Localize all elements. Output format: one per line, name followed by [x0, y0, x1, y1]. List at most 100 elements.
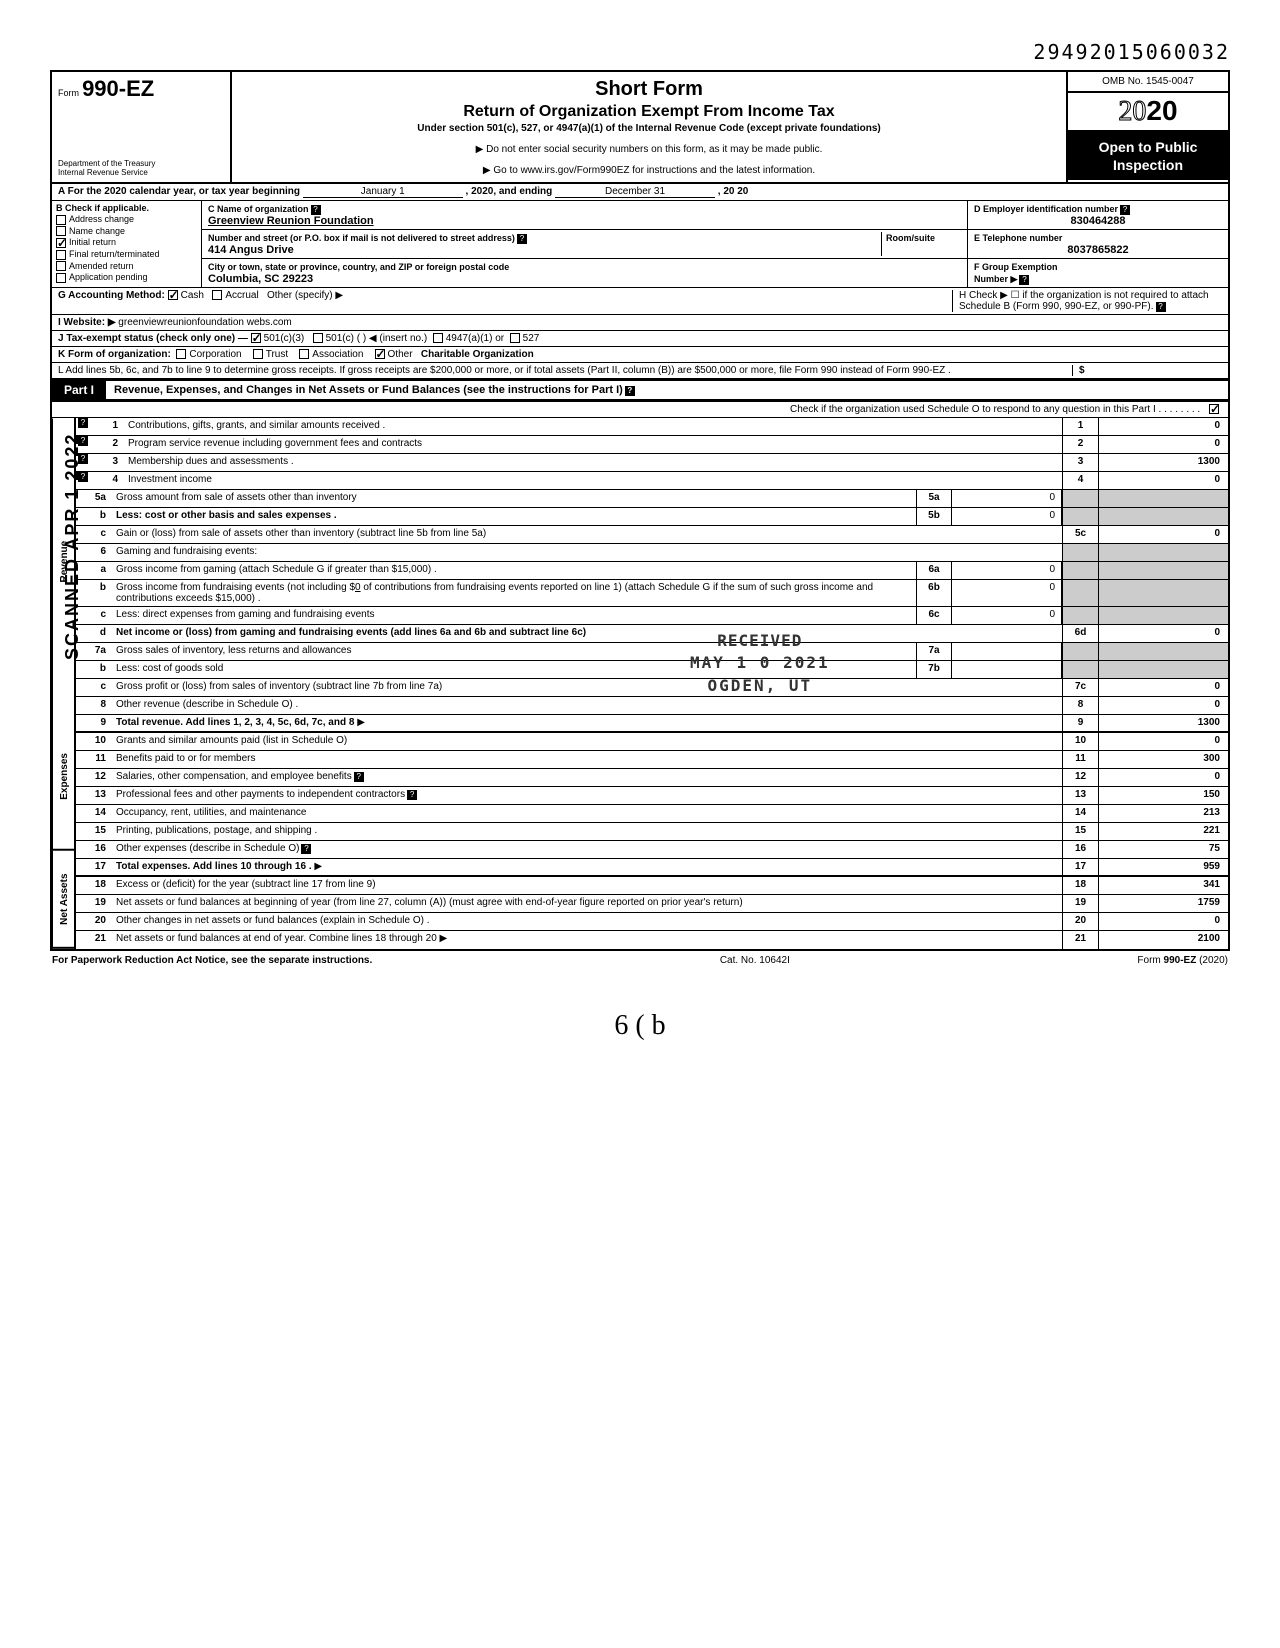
chk-name[interactable] — [56, 226, 66, 236]
l-sym: $ — [1079, 365, 1085, 376]
l7a-mval — [952, 643, 1062, 660]
part1-check-text: Check if the organization used Schedule … — [790, 404, 1200, 415]
l4-val: 0 — [1098, 472, 1228, 489]
chk-amended[interactable] — [56, 261, 66, 271]
org-address: 414 Angus Drive — [208, 244, 294, 256]
l7c-txt: Gross profit or (loss) from sales of inv… — [116, 681, 442, 692]
arrow-icon — [312, 861, 322, 872]
l10-txt: Grants and similar amounts paid (list in… — [116, 735, 347, 746]
arrow-icon — [354, 717, 364, 728]
l4-txt: Investment income — [128, 474, 212, 485]
l21-txt: Net assets or fund balances at end of ye… — [116, 933, 437, 944]
l3-val: 1300 — [1098, 454, 1228, 471]
help-icon: ? — [301, 844, 311, 854]
b-item-4: Amended return — [69, 261, 134, 271]
part1-title: Revenue, Expenses, and Changes in Net As… — [114, 384, 623, 396]
chk-501c3[interactable] — [251, 333, 261, 343]
g-accrual: Accrual — [225, 290, 258, 301]
form-header: Form 990-EZ Department of the Treasury I… — [50, 70, 1230, 184]
b-item-3: Final return/terminated — [69, 249, 160, 259]
k-o2: Trust — [266, 349, 288, 360]
l19-txt: Net assets or fund balances at beginning… — [116, 897, 743, 908]
l5c-val: 0 — [1098, 526, 1228, 543]
title-under: Under section 501(c), 527, or 4947(a)(1)… — [242, 123, 1056, 134]
line-a-prefix: A For the 2020 calendar year, or tax yea… — [58, 186, 300, 197]
chk-trust[interactable] — [253, 349, 263, 359]
part1-check-line: Check if the organization used Schedule … — [50, 402, 1230, 418]
title-sub: Return of Organization Exempt From Incom… — [242, 103, 1056, 121]
l7a-txt: Gross sales of inventory, less returns a… — [116, 645, 351, 656]
chk-527[interactable] — [510, 333, 520, 343]
ein: 830464288 — [974, 215, 1222, 227]
l16-txt: Other expenses (describe in Schedule O) — [116, 843, 299, 854]
org-name: Greenview Reunion Foundation — [208, 215, 374, 227]
col-b: B Check if applicable. Address change Na… — [52, 201, 202, 287]
k-o1: Corporation — [189, 349, 241, 360]
title-main: Short Form — [242, 78, 1056, 101]
chk-501c[interactable] — [313, 333, 323, 343]
chk-final[interactable] — [56, 250, 66, 260]
line-a-yr: , 20 20 — [718, 186, 749, 197]
chk-cash[interactable] — [168, 290, 178, 300]
l13-val: 150 — [1098, 787, 1228, 804]
l6c-mval: 0 — [952, 607, 1062, 624]
side-netassets: Net Assets — [52, 851, 76, 949]
help-icon: ? — [625, 386, 635, 396]
d-lbl: D Employer identification number — [974, 204, 1118, 214]
form-prefix: Form — [58, 88, 79, 98]
c-city-lbl: City or town, state or province, country… — [208, 262, 509, 272]
chk-other-org[interactable] — [375, 349, 385, 359]
stamp-received: RECEIVED — [690, 630, 830, 652]
website: greenviewreunionfoundation webs.com — [118, 317, 291, 328]
b-item-0: Address change — [69, 214, 134, 224]
footer-right: Form 990-EZ (2020) — [1137, 955, 1228, 966]
form-number: 990-EZ — [82, 76, 154, 101]
j-lbl: J Tax-exempt status (check only one) — — [58, 333, 248, 344]
title-note2: ▶ Go to www.irs.gov/Form990EZ for instru… — [242, 165, 1056, 176]
room-lbl: Room/suite — [886, 233, 935, 243]
footer-left: For Paperwork Reduction Act Notice, see … — [52, 955, 372, 966]
f-lbl: F Group Exemption — [974, 262, 1058, 272]
l12-val: 0 — [1098, 769, 1228, 786]
open-inspection: Open to Public Inspection — [1068, 132, 1228, 180]
h-text: H Check ▶ ☐ if the organization is not r… — [959, 290, 1209, 312]
l6d-val: 0 — [1098, 625, 1228, 642]
k-o3: Association — [312, 349, 363, 360]
l6-txt: Gaming and fundraising events: — [116, 546, 257, 557]
page-footer: For Paperwork Reduction Act Notice, see … — [50, 951, 1230, 970]
chk-corp[interactable] — [176, 349, 186, 359]
l14-val: 213 — [1098, 805, 1228, 822]
chk-schedule-o[interactable] — [1209, 404, 1219, 414]
l6a-mval: 0 — [952, 562, 1062, 579]
k-other-val: Charitable Organization — [421, 349, 534, 360]
part1-header: Part I Revenue, Expenses, and Changes in… — [50, 380, 1230, 402]
help-icon: ? — [354, 772, 364, 782]
l18-val: 341 — [1098, 877, 1228, 894]
help-icon: ? — [1019, 275, 1029, 285]
l5a-txt: Gross amount from sale of assets other t… — [116, 492, 357, 503]
l6c-txt: Less: direct expenses from gaming and fu… — [116, 609, 374, 620]
l5a-mval: 0 — [952, 490, 1062, 507]
l7b-txt: Less: cost of goods sold — [116, 663, 223, 674]
year-outline: 20 — [1118, 96, 1146, 127]
line-a-mid: , 2020, and ending — [466, 186, 553, 197]
l12-txt: Salaries, other compensation, and employ… — [116, 771, 352, 782]
l19-val: 1759 — [1098, 895, 1228, 912]
chk-address[interactable] — [56, 215, 66, 225]
l7b-mval — [952, 661, 1062, 678]
chk-4947[interactable] — [433, 333, 443, 343]
chk-assoc[interactable] — [299, 349, 309, 359]
stamp-loc: OGDEN, UT — [690, 675, 830, 697]
chk-initial[interactable] — [56, 238, 66, 248]
chk-accrual[interactable] — [212, 290, 222, 300]
l21-val: 2100 — [1098, 931, 1228, 949]
open-l2: Inspection — [1072, 156, 1224, 174]
l15-txt: Printing, publications, postage, and shi… — [116, 825, 317, 836]
l2-txt: Program service revenue including govern… — [128, 438, 422, 449]
col-def: D Employer identification number? 830464… — [968, 201, 1228, 287]
chk-pending[interactable] — [56, 273, 66, 283]
title-note1: ▶ Do not enter social security numbers o… — [242, 144, 1056, 155]
handwritten-mark: 6 ( b — [50, 1010, 1230, 1042]
l1-val: 0 — [1098, 418, 1228, 435]
c-name-lbl: C Name of organization — [208, 204, 309, 214]
